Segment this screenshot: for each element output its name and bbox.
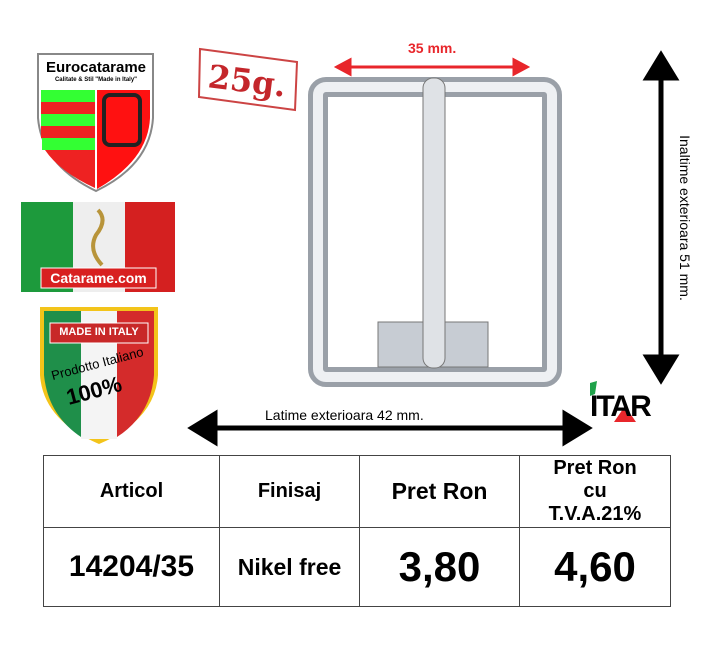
header-pret-tva: Pret Ron cu T.V.A.21% xyxy=(519,455,671,528)
inner-width-label: 35 mm. xyxy=(408,40,457,56)
pret-ron-value: 3,80 xyxy=(359,527,520,607)
buckle-image xyxy=(308,77,562,387)
eurocatarame-logo xyxy=(37,53,154,193)
outer-width-label: Latime exterioara 42 mm. xyxy=(265,407,424,423)
eurocatarame-title: Eurocatarame xyxy=(45,59,147,76)
weight-box xyxy=(197,47,299,112)
width-42-arrow xyxy=(187,409,593,447)
pret-tva-value: 4,60 xyxy=(519,527,671,607)
finisaj-value: Nikel free xyxy=(219,527,360,607)
outer-height-label: Inaltime exterioara 51 mm. xyxy=(677,135,693,301)
width-35-arrow xyxy=(333,57,531,77)
price-table: Articol Finisaj Pret Ron Pret Ron cu T.V… xyxy=(43,455,671,607)
catarame-site: Catarame.com xyxy=(50,270,147,286)
made-in-italy-badge xyxy=(40,307,158,444)
itar-logo xyxy=(590,381,636,422)
header-pret-ron: Pret Ron xyxy=(359,455,520,528)
eurocatarame-tagline: Calitate & Stil "Made in Italy" xyxy=(54,77,138,83)
header-articol: Articol xyxy=(43,455,220,528)
made-in-italy-label: MADE IN ITALY xyxy=(59,326,139,338)
articol-value: 14204/35 xyxy=(43,527,220,607)
height-arrow xyxy=(642,50,680,385)
header-finisaj: Finisaj xyxy=(219,455,360,528)
itar-label: ITAR xyxy=(590,390,652,423)
catarame-flag-logo xyxy=(21,202,175,292)
